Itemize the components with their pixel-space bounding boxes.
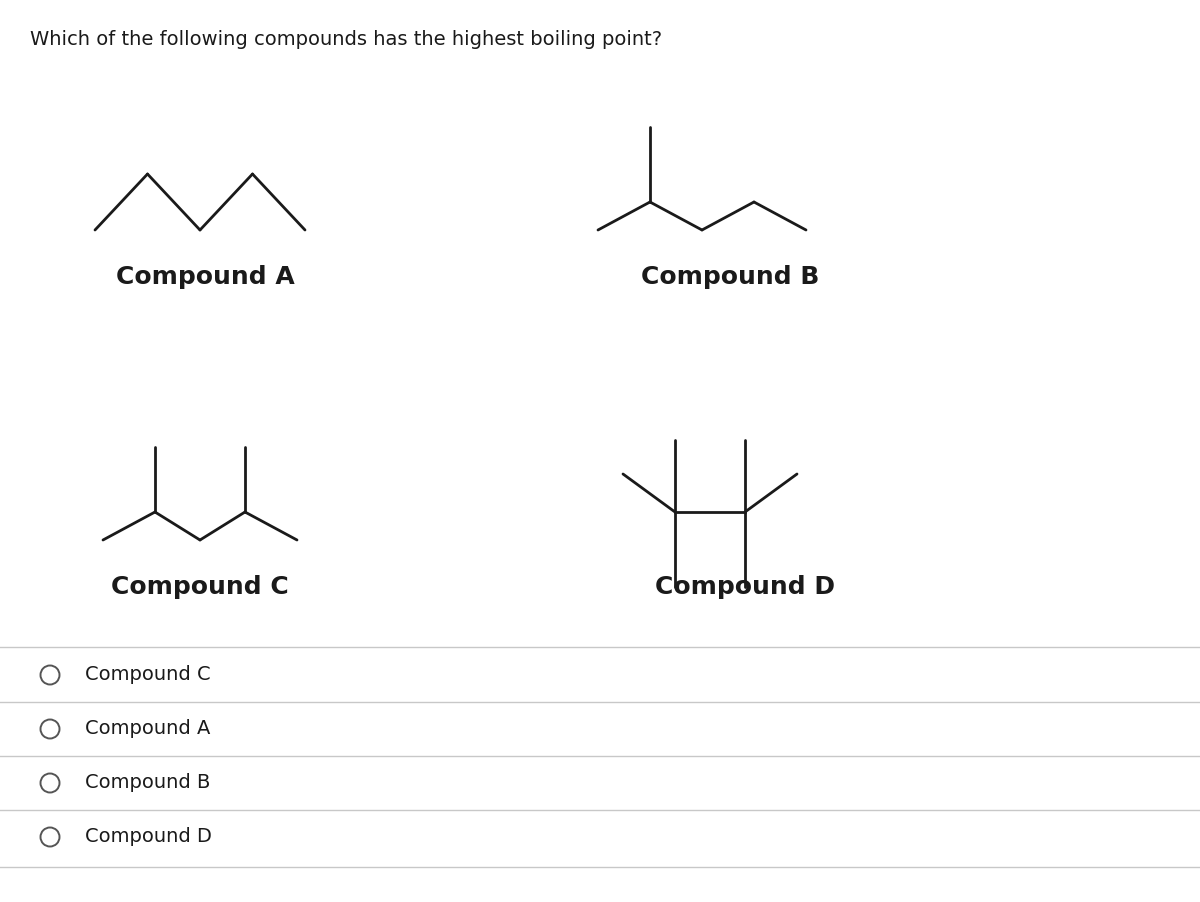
Text: Compound B: Compound B — [641, 265, 820, 289]
Text: Compound B: Compound B — [85, 774, 210, 793]
Text: Compound C: Compound C — [112, 575, 289, 599]
Text: Compound A: Compound A — [85, 720, 210, 739]
Text: Compound D: Compound D — [655, 575, 835, 599]
Text: Compound D: Compound D — [85, 827, 212, 846]
Text: Which of the following compounds has the highest boiling point?: Which of the following compounds has the… — [30, 30, 662, 49]
Text: Compound C: Compound C — [85, 666, 211, 685]
Text: Compound A: Compound A — [115, 265, 294, 289]
